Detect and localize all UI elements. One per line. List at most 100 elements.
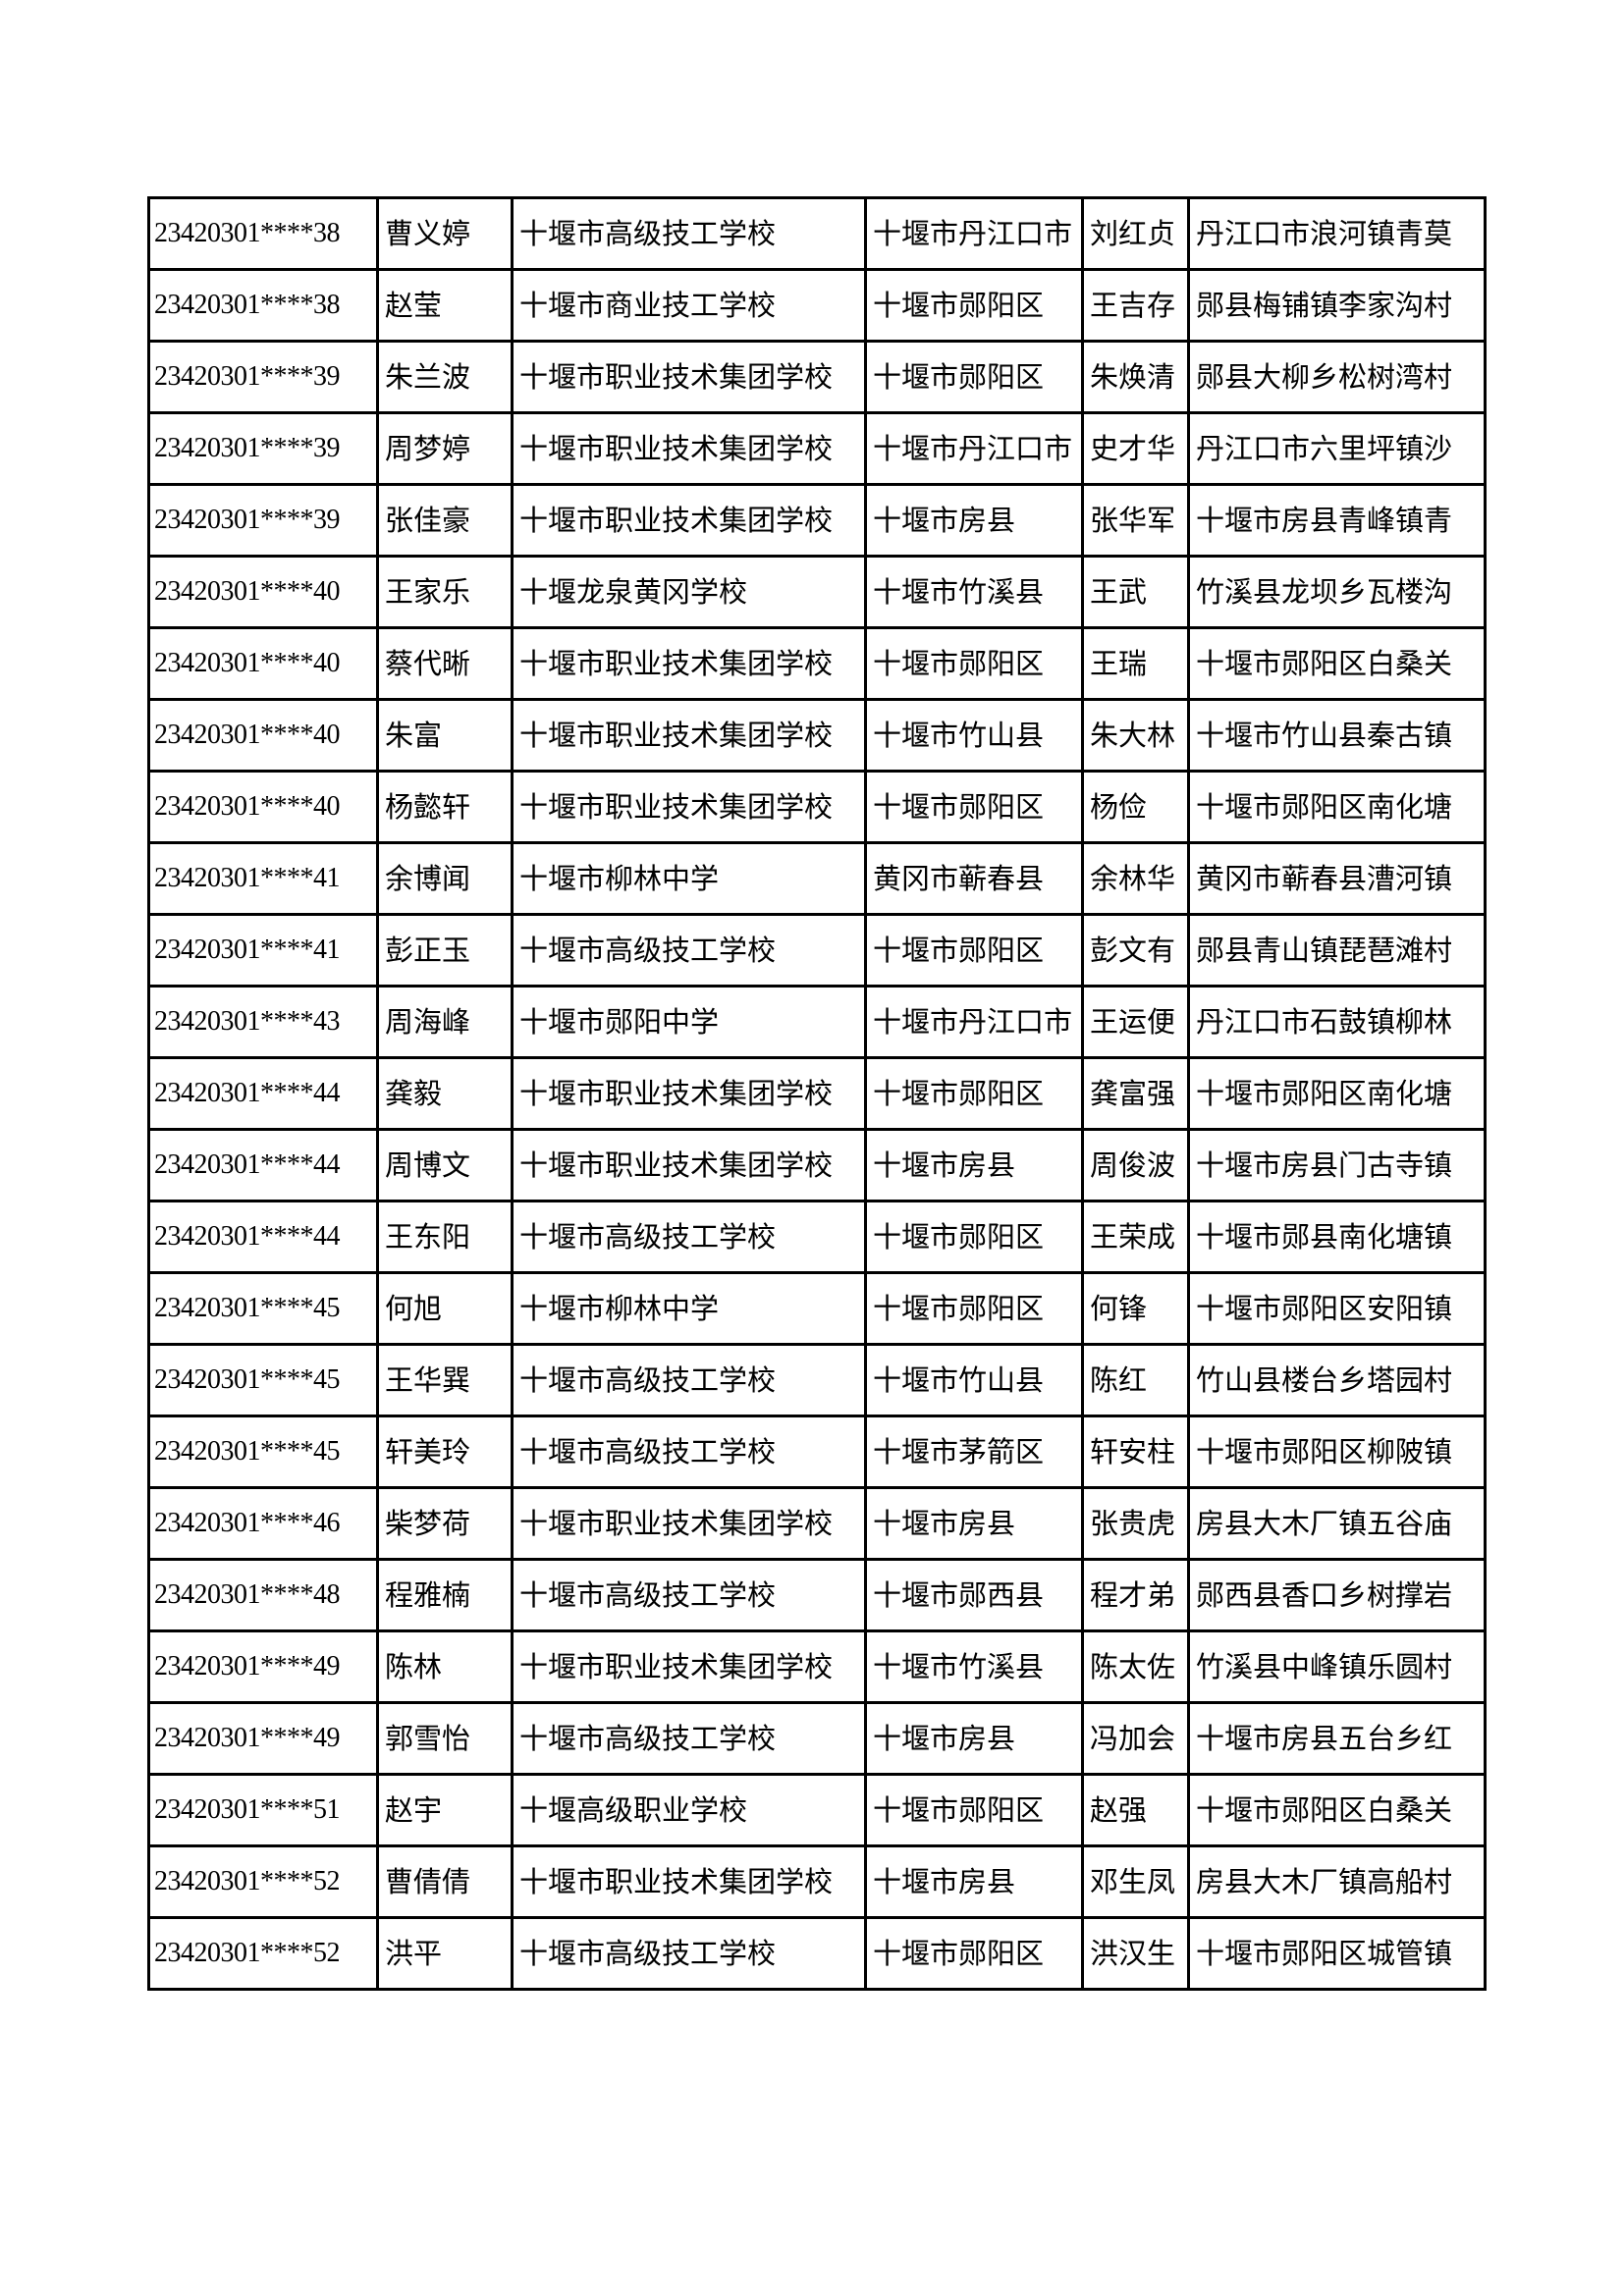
guardian-name-cell: 杨俭 (1081, 770, 1190, 844)
table-row: 23420301****41 余博闻 十堰市柳林中学 黄冈市蕲春县 余林华 黄冈市蕲春县漕… (147, 841, 1487, 916)
table-row: 23420301****38 曹义婷 十堰市高级技工学校 十堰市丹江口市 刘红贞 丹江口市… (147, 196, 1487, 271)
table-row: 23420301****39 朱兰波 十堰市职业技术集团学校 十堰市郧阳区 朱焕清 郧县大… (147, 340, 1487, 414)
table-row: 23420301****49 陈林 十堰市职业技术集团学校 十堰市竹溪县 陈太佐 竹溪县中… (147, 1629, 1487, 1704)
student-id-cell: 23420301****45 (147, 1271, 379, 1346)
table-row: 23420301****41 彭正玉 十堰市高级技工学校 十堰市郧阳区 彭文有 郧县青山镇… (147, 913, 1487, 988)
student-name-cell: 陈林 (376, 1629, 514, 1704)
table-row: 23420301****51 赵宇 十堰高级职业学校 十堰市郧阳区 赵强 十堰市郧阳区白桑… (147, 1773, 1487, 1847)
school-cell: 十堰市职业技术集团学校 (511, 411, 867, 486)
region-cell: 十堰市丹江口市 (864, 196, 1084, 271)
school-cell: 十堰市职业技术集团学校 (511, 1629, 867, 1704)
address-cell: 十堰市郧阳区城管镇 (1187, 1916, 1487, 1991)
school-cell: 十堰市柳林中学 (511, 841, 867, 916)
school-cell: 十堰市高级技工学校 (511, 1558, 867, 1632)
address-cell: 十堰市郧阳区南化塘 (1187, 770, 1487, 844)
student-id-cell: 23420301****44 (147, 1200, 379, 1274)
roster-body: 23420301****38 曹义婷 十堰市高级技工学校 十堰市丹江口市 刘红贞 丹江口市… (147, 196, 1487, 1991)
address-cell: 十堰市房县青峰镇青 (1187, 483, 1487, 558)
student-name-cell: 王家乐 (376, 555, 514, 629)
region-cell: 十堰市郧阳区 (864, 1200, 1084, 1274)
student-name-cell: 郭雪怡 (376, 1701, 514, 1776)
school-cell: 十堰市高级技工学校 (511, 1916, 867, 1991)
region-cell: 十堰市郧阳区 (864, 626, 1084, 701)
guardian-name-cell: 王吉存 (1081, 268, 1190, 343)
table-row: 23420301****44 龚毅 十堰市职业技术集团学校 十堰市郧阳区 龚富强 十堰市郧… (147, 1056, 1487, 1131)
student-id-cell: 23420301****49 (147, 1629, 379, 1704)
address-cell: 黄冈市蕲春县漕河镇 (1187, 841, 1487, 916)
guardian-name-cell: 王荣成 (1081, 1200, 1190, 1274)
address-cell: 竹溪县中峰镇乐圆村 (1187, 1629, 1487, 1704)
table-row: 23420301****48 程雅楠 十堰市高级技工学校 十堰市郧西县 程才弟 郧西县香口… (147, 1558, 1487, 1632)
address-cell: 房县大木厂镇五谷庙 (1187, 1486, 1487, 1561)
region-cell: 十堰市竹溪县 (864, 555, 1084, 629)
guardian-name-cell: 王瑞 (1081, 626, 1190, 701)
table-row: 23420301****52 曹倩倩 十堰市职业技术集团学校 十堰市房县 邓生凤 房县大木… (147, 1844, 1487, 1919)
student-name-cell: 蔡代晰 (376, 626, 514, 701)
address-cell: 十堰市郧阳区白桑关 (1187, 1773, 1487, 1847)
student-name-cell: 程雅楠 (376, 1558, 514, 1632)
school-cell: 十堰龙泉黄冈学校 (511, 555, 867, 629)
school-cell: 十堰市职业技术集团学校 (511, 1844, 867, 1919)
guardian-name-cell: 张贵虎 (1081, 1486, 1190, 1561)
student-name-cell: 龚毅 (376, 1056, 514, 1131)
region-cell: 十堰市郧阳区 (864, 1056, 1084, 1131)
address-cell: 郧县梅铺镇李家沟村 (1187, 268, 1487, 343)
guardian-name-cell: 陈太佐 (1081, 1629, 1190, 1704)
guardian-name-cell: 史才华 (1081, 411, 1190, 486)
school-cell: 十堰高级职业学校 (511, 1773, 867, 1847)
student-id-cell: 23420301****39 (147, 340, 379, 414)
table-row: 23420301****40 杨懿轩 十堰市职业技术集团学校 十堰市郧阳区 杨俭 十堰市郧… (147, 770, 1487, 844)
region-cell: 十堰市房县 (864, 1701, 1084, 1776)
table-row: 23420301****44 王东阳 十堰市高级技工学校 十堰市郧阳区 王荣成 十堰市郧县… (147, 1200, 1487, 1274)
region-cell: 十堰市郧阳区 (864, 340, 1084, 414)
guardian-name-cell: 轩安柱 (1081, 1415, 1190, 1489)
school-cell: 十堰市高级技工学校 (511, 196, 867, 271)
address-cell: 十堰市郧阳区安阳镇 (1187, 1271, 1487, 1346)
student-name-cell: 彭正玉 (376, 913, 514, 988)
guardian-name-cell: 王武 (1081, 555, 1190, 629)
guardian-name-cell: 张华军 (1081, 483, 1190, 558)
school-cell: 十堰市郧阳中学 (511, 985, 867, 1059)
table-row: 23420301****45 王华巽 十堰市高级技工学校 十堰市竹山县 陈红 竹山县楼台乡… (147, 1343, 1487, 1417)
table-row: 23420301****40 蔡代晰 十堰市职业技术集团学校 十堰市郧阳区 王瑞 十堰市郧… (147, 626, 1487, 701)
student-id-cell: 23420301****46 (147, 1486, 379, 1561)
address-cell: 十堰市竹山县秦古镇 (1187, 698, 1487, 773)
student-id-cell: 23420301****38 (147, 268, 379, 343)
student-name-cell: 洪平 (376, 1916, 514, 1991)
guardian-name-cell: 余林华 (1081, 841, 1190, 916)
region-cell: 十堰市竹山县 (864, 1343, 1084, 1417)
student-id-cell: 23420301****41 (147, 913, 379, 988)
table-row: 23420301****45 何旭 十堰市柳林中学 十堰市郧阳区 何锋 十堰市郧阳区安阳镇 (147, 1271, 1487, 1346)
guardian-name-cell: 洪汉生 (1081, 1916, 1190, 1991)
guardian-name-cell: 龚富强 (1081, 1056, 1190, 1131)
school-cell: 十堰市高级技工学校 (511, 1200, 867, 1274)
region-cell: 十堰市竹山县 (864, 698, 1084, 773)
student-id-cell: 23420301****52 (147, 1844, 379, 1919)
school-cell: 十堰市职业技术集团学校 (511, 1128, 867, 1202)
guardian-name-cell: 刘红贞 (1081, 196, 1190, 271)
student-name-cell: 赵莹 (376, 268, 514, 343)
guardian-name-cell: 程才弟 (1081, 1558, 1190, 1632)
student-name-cell: 王华巽 (376, 1343, 514, 1417)
region-cell: 十堰市郧西县 (864, 1558, 1084, 1632)
student-id-cell: 23420301****49 (147, 1701, 379, 1776)
student-id-cell: 23420301****38 (147, 196, 379, 271)
table-row: 23420301****44 周博文 十堰市职业技术集团学校 十堰市房县 周俊波 十堰市房… (147, 1128, 1487, 1202)
school-cell: 十堰市高级技工学校 (511, 1701, 867, 1776)
student-name-cell: 轩美玲 (376, 1415, 514, 1489)
address-cell: 郧县大柳乡松树湾村 (1187, 340, 1487, 414)
guardian-name-cell: 邓生凤 (1081, 1844, 1190, 1919)
guardian-name-cell: 赵强 (1081, 1773, 1190, 1847)
region-cell: 十堰市竹溪县 (864, 1629, 1084, 1704)
school-cell: 十堰市职业技术集团学校 (511, 698, 867, 773)
region-cell: 十堰市郧阳区 (864, 268, 1084, 343)
address-cell: 十堰市房县五台乡红 (1187, 1701, 1487, 1776)
region-cell: 黄冈市蕲春县 (864, 841, 1084, 916)
student-id-cell: 23420301****51 (147, 1773, 379, 1847)
student-id-cell: 23420301****52 (147, 1916, 379, 1991)
guardian-name-cell: 王运便 (1081, 985, 1190, 1059)
address-cell: 郧西县香口乡树撑岩 (1187, 1558, 1487, 1632)
student-name-cell: 张佳豪 (376, 483, 514, 558)
student-name-cell: 杨懿轩 (376, 770, 514, 844)
region-cell: 十堰市房县 (864, 1844, 1084, 1919)
